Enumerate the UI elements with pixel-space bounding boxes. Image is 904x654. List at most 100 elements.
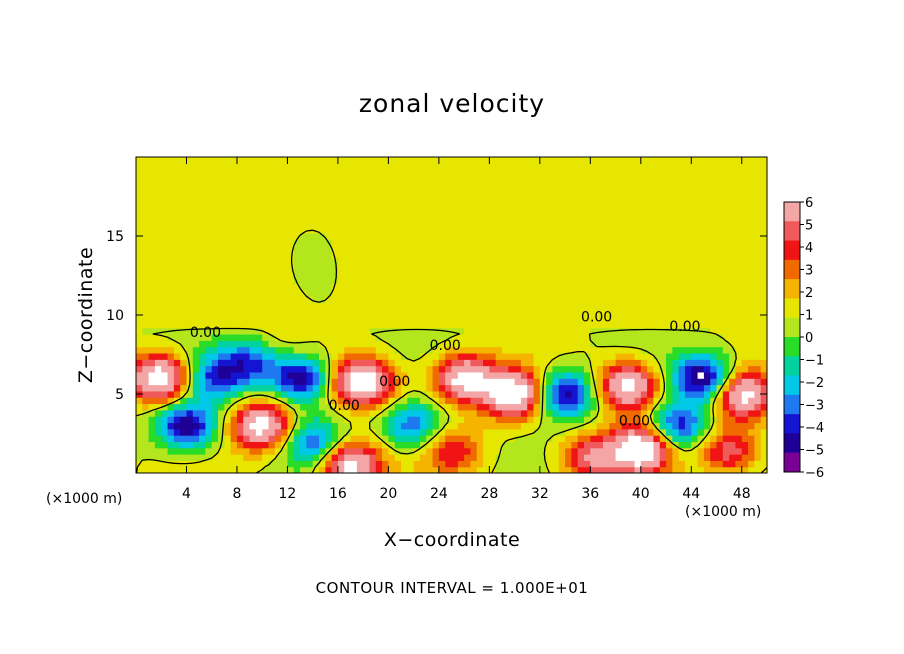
- heatmap-cell: [640, 422, 648, 430]
- heatmap-cell: [218, 207, 225, 215]
- heatmap-cell: [703, 409, 711, 417]
- heatmap-cell: [609, 207, 617, 215]
- heatmap-cell: [628, 302, 636, 310]
- heatmap-cell: [236, 346, 244, 354]
- heatmap-cell: [552, 239, 560, 247]
- heatmap-cell: [274, 289, 282, 297]
- heatmap-cell: [457, 416, 465, 424]
- heatmap-cell: [432, 403, 440, 411]
- heatmap-cell: [274, 239, 282, 247]
- heatmap-cell: [602, 352, 610, 360]
- heatmap-cell: [199, 289, 207, 297]
- heatmap-cell: [722, 333, 730, 341]
- heatmap-cell: [394, 270, 402, 278]
- heatmap-cell: [584, 378, 591, 386]
- heatmap-cell: [255, 422, 263, 430]
- heatmap-cell: [445, 270, 453, 278]
- heatmap-cell: [666, 435, 673, 442]
- heatmap-cell: [678, 270, 686, 278]
- heatmap-cell: [546, 251, 554, 259]
- heatmap-cell: [495, 466, 503, 473]
- heatmap-cell: [483, 397, 490, 405]
- heatmap-cell: [318, 435, 326, 442]
- heatmap-cell: [609, 245, 617, 253]
- heatmap-cell: [363, 169, 371, 177]
- heatmap-cell: [318, 226, 326, 234]
- heatmap-cell: [407, 371, 415, 379]
- heatmap-cell: [180, 220, 188, 228]
- heatmap-cell: [407, 441, 415, 449]
- heatmap-cell: [552, 283, 560, 291]
- heatmap-cell: [173, 384, 181, 392]
- heatmap-cell: [451, 466, 459, 473]
- heatmap-cell: [337, 460, 345, 468]
- heatmap-cell: [666, 397, 673, 405]
- heatmap-cell: [489, 163, 497, 171]
- heatmap-cell: [306, 390, 314, 398]
- heatmap-cell: [363, 441, 371, 449]
- heatmap-cell: [325, 245, 333, 253]
- heatmap-cell: [647, 454, 655, 461]
- heatmap-cell: [375, 327, 383, 335]
- heatmap-cell: [609, 378, 617, 386]
- heatmap-cell: [508, 447, 516, 455]
- heatmap-cell: [154, 340, 162, 348]
- heatmap-cell: [729, 169, 737, 177]
- heatmap-cell: [407, 359, 415, 367]
- heatmap-cell: [394, 232, 402, 240]
- heatmap-cell: [520, 157, 528, 164]
- heatmap-cell: [615, 226, 623, 234]
- heatmap-cell: [754, 390, 762, 398]
- heatmap-cell: [558, 283, 566, 291]
- heatmap-cell: [571, 403, 579, 411]
- heatmap-cell: [539, 277, 547, 284]
- heatmap-cell: [224, 163, 232, 171]
- heatmap-cell: [628, 422, 636, 430]
- heatmap-cell: [647, 441, 655, 449]
- heatmap-cell: [293, 403, 301, 411]
- heatmap-cell: [142, 207, 150, 215]
- heatmap-cell: [565, 226, 572, 234]
- heatmap-cell: [344, 232, 352, 240]
- heatmap-cell: [136, 239, 143, 247]
- heatmap-cell: [470, 188, 478, 196]
- heatmap-cell: [691, 201, 699, 209]
- heatmap-cell: [520, 409, 528, 417]
- heatmap-cell: [451, 289, 459, 297]
- heatmap-cell: [363, 466, 371, 473]
- heatmap-cell: [703, 264, 711, 272]
- heatmap-cell: [375, 201, 383, 209]
- heatmap-cell: [552, 245, 560, 253]
- heatmap-cell: [464, 220, 472, 228]
- heatmap-cell: [363, 188, 371, 196]
- heatmap-cell: [413, 416, 421, 424]
- heatmap-cell: [205, 352, 213, 360]
- heatmap-cell: [520, 384, 528, 392]
- heatmap-cell: [419, 397, 427, 405]
- heatmap-cell: [224, 226, 232, 234]
- heatmap-cell: [678, 283, 686, 291]
- heatmap-cell: [300, 365, 307, 373]
- heatmap-cell: [621, 447, 629, 455]
- heatmap-cell: [281, 277, 289, 284]
- heatmap-cell: [136, 163, 143, 171]
- heatmap-cell: [287, 371, 295, 379]
- heatmap-cell: [306, 207, 314, 215]
- heatmap-cell: [577, 321, 585, 329]
- heatmap-cell: [514, 315, 522, 322]
- heatmap-cell: [192, 397, 200, 405]
- heatmap-cell: [249, 378, 257, 386]
- heatmap-cell: [476, 359, 484, 367]
- heatmap-cell: [331, 321, 339, 329]
- heatmap-cell: [445, 403, 453, 411]
- heatmap-cell: [268, 296, 276, 303]
- heatmap-cell: [754, 428, 762, 436]
- heatmap-cell: [173, 422, 181, 430]
- heatmap-cell: [634, 321, 642, 329]
- heatmap-cell: [262, 327, 270, 335]
- heatmap-cell: [211, 283, 219, 291]
- heatmap-cell: [281, 175, 289, 183]
- heatmap-cell: [318, 207, 326, 215]
- heatmap-cell: [483, 352, 490, 360]
- heatmap-cell: [243, 397, 251, 405]
